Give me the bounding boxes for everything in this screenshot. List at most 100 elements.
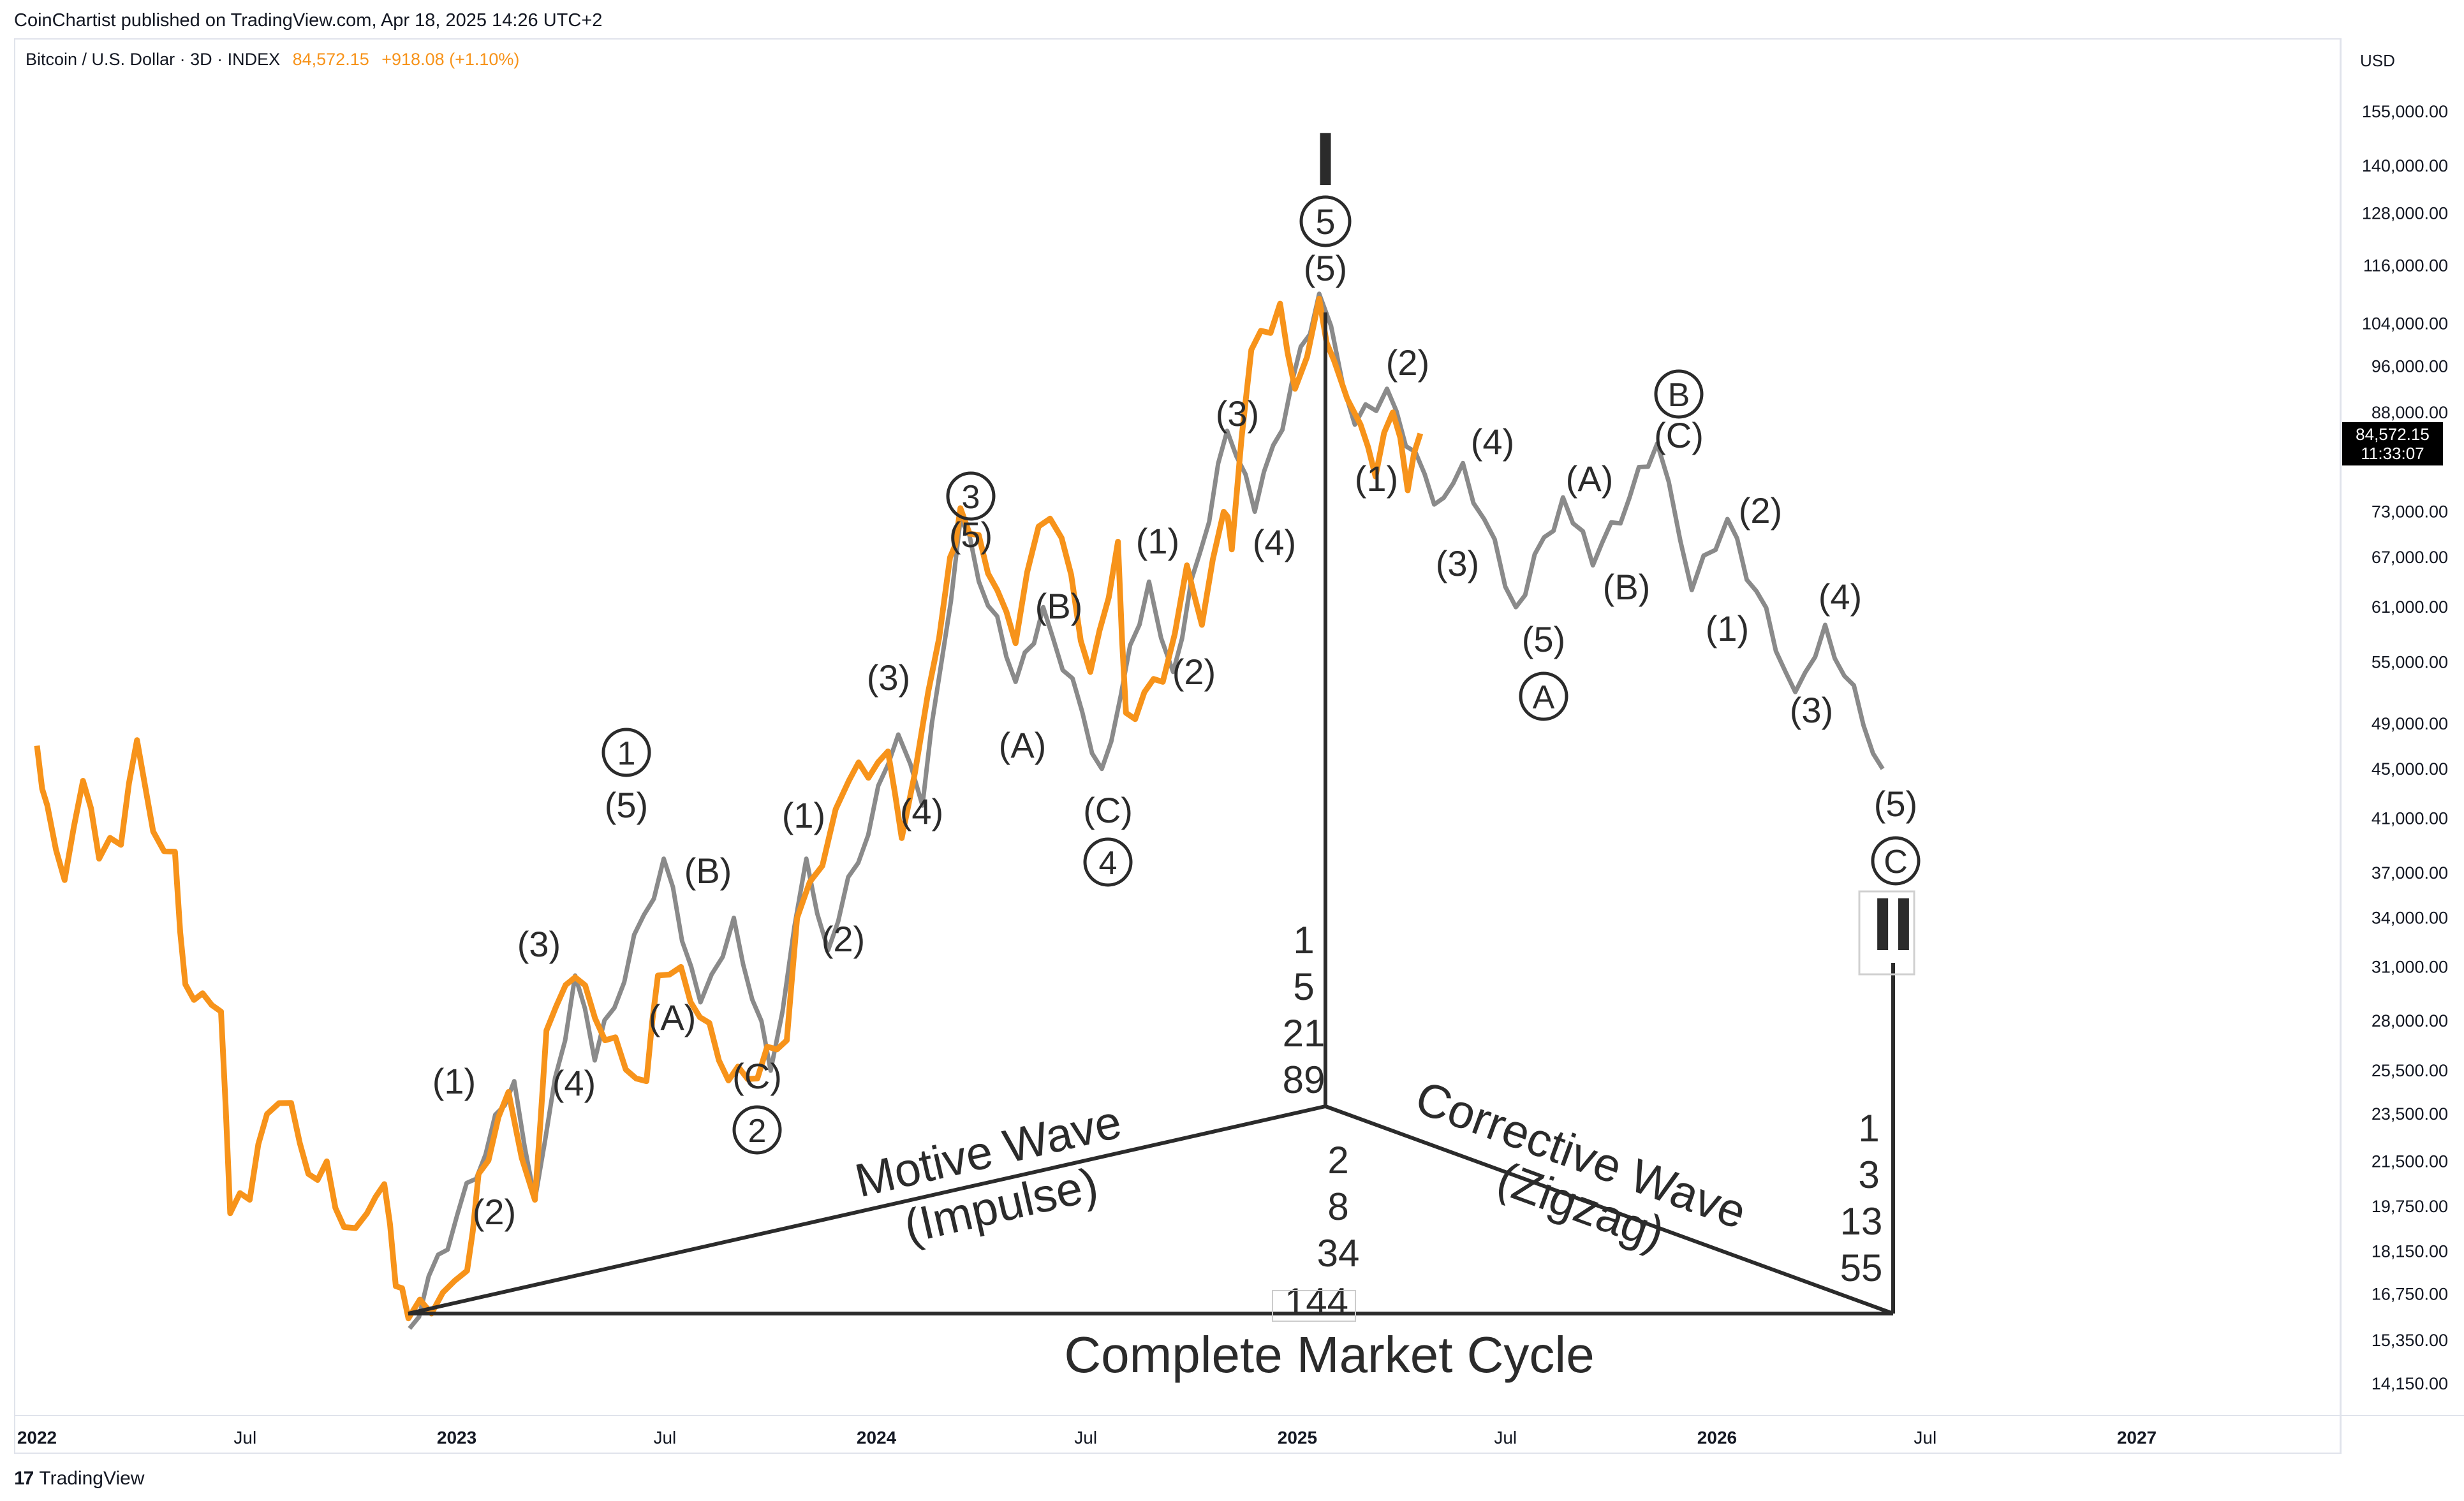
price-tick-label: 23,500.00 — [2372, 1104, 2448, 1124]
wave-label: (2) — [1739, 490, 1782, 531]
circled-label-text: 3 — [962, 479, 980, 516]
wave-label: (3) — [1216, 393, 1259, 434]
price-tick-label: 37,000.00 — [2372, 863, 2448, 882]
price-tick-label: 31,000.00 — [2372, 957, 2448, 976]
wave-titles: Motive Wave (Impulse) Corrective Wave (Z… — [850, 1071, 1753, 1383]
wave-label: (2) — [1172, 652, 1216, 692]
price-tick-label: 49,000.00 — [2372, 714, 2448, 733]
fib-right-3: 13 — [1840, 1200, 1883, 1243]
wave-label: (1) — [1355, 458, 1398, 499]
price-tick-label: 61,000.00 — [2372, 597, 2448, 617]
motive-leg-line — [408, 1104, 1326, 1315]
time-tick-label: 2023 — [437, 1428, 476, 1447]
circled-label-text: 2 — [748, 1113, 767, 1150]
last-price-badge[interactable]: 84,572.15 11:33:07 — [2342, 422, 2443, 465]
wave-label: (C) — [732, 1056, 782, 1096]
label-circle — [1654, 369, 1704, 419]
currency-label[interactable]: USD — [2360, 51, 2395, 70]
wave-label: (3) — [867, 657, 910, 698]
wave-label: (2) — [822, 919, 865, 959]
circled-label-text: B — [1668, 377, 1690, 414]
tradingview-logo[interactable]: 17 TradingView — [14, 1468, 144, 1490]
time-tick-label: 2024 — [857, 1428, 897, 1447]
wave-label: (5) — [949, 515, 992, 555]
label-circle — [732, 1105, 782, 1155]
circled-label-text: 4 — [1099, 845, 1118, 882]
fib-corrective-3: 34 — [1317, 1232, 1360, 1275]
fib-right-4: 55 — [1840, 1247, 1883, 1289]
label-circle — [946, 471, 996, 521]
price-tick-label: 96,000.00 — [2372, 356, 2448, 376]
complete-market-cycle-title: Complete Market Cycle — [1064, 1326, 1594, 1383]
bar-countdown: 11:33:07 — [2361, 444, 2424, 463]
wave-label: (1) — [432, 1061, 476, 1101]
price-axis[interactable]: 155,000.00 140,000.00 128,000.00 116,000.00… — [2362, 102, 2448, 1393]
time-tick-label: Jul — [1914, 1428, 1937, 1447]
wave-label: (B) — [1035, 586, 1083, 626]
price-tick-label: 18,150.00 — [2372, 1242, 2448, 1261]
time-tick-label: 2022 — [17, 1428, 57, 1447]
fib-motive-2: 5 — [1293, 965, 1314, 1008]
price-series-line — [34, 295, 1424, 1322]
label-circle — [1299, 195, 1352, 247]
legend-price: 84,572.15 — [292, 50, 369, 69]
circled-wave-label: 5 — [1299, 195, 1352, 247]
price-tick-label: 88,000.00 — [2372, 403, 2448, 422]
circled-wave-label: C — [1871, 836, 1921, 886]
label-circle — [1871, 836, 1921, 886]
minor-wave-labels: (1) (2) (3) (4) (5) (A) (B) (C) (1) (2) … — [432, 248, 1917, 1232]
wave-label: (4) — [1253, 522, 1296, 562]
wave-label: (2) — [473, 1192, 516, 1232]
wave-label: (C) — [1083, 790, 1133, 830]
circled-label-text: 1 — [617, 735, 636, 772]
price-tick-label: 140,000.00 — [2362, 156, 2448, 175]
fib-motive-3: 21 — [1283, 1012, 1325, 1055]
wave-label: (1) — [782, 795, 825, 835]
wave-label: (A) — [649, 997, 697, 1037]
wave-label: (2) — [1386, 342, 1429, 383]
ii-label-box — [1858, 890, 1915, 976]
wave-label: (A) — [999, 725, 1047, 765]
symbol-name[interactable]: Bitcoin / U.S. Dollar · 3D · INDEX — [26, 50, 281, 69]
tradingview-brand: TradingView — [39, 1468, 145, 1489]
price-tick-label: 14,150.00 — [2372, 1374, 2448, 1393]
time-tick-label: Jul — [1074, 1428, 1097, 1447]
wave-label: (1) — [1136, 521, 1179, 561]
fib-right-1: 1 — [1858, 1107, 1879, 1150]
primary-wave-labels: 1 2 3 4 5 A B C — [601, 195, 1921, 1155]
fib-144-box — [1272, 1290, 1356, 1322]
fib-right-column: 1 3 13 55 — [1840, 1107, 1883, 1289]
cycle-markers: I II — [1315, 117, 1914, 967]
wave-label: (5) — [1874, 784, 1917, 824]
wave-label: (1) — [1706, 608, 1749, 648]
price-tick-label: 116,000.00 — [2363, 256, 2448, 275]
price-tick-label: 55,000.00 — [2372, 653, 2448, 672]
price-tick-label: 128,000.00 — [2362, 204, 2448, 223]
wave-label: (4) — [1818, 576, 1862, 617]
wave-label: (B) — [684, 851, 732, 891]
price-tick-label: 45,000.00 — [2372, 759, 2448, 779]
circled-label-text: A — [1533, 679, 1555, 716]
label-circle — [1083, 837, 1133, 887]
time-tick-label: 2027 — [2117, 1428, 2157, 1447]
price-tick-label: 16,750.00 — [2372, 1284, 2448, 1303]
time-tick-label: Jul — [233, 1428, 256, 1447]
circled-label-text: 5 — [1315, 201, 1335, 242]
label-circle — [1519, 671, 1568, 721]
price-tick-label: 25,500.00 — [2372, 1061, 2448, 1080]
time-tick-label: 2026 — [1697, 1428, 1737, 1447]
published-by-text: CoinChartist published on TradingView.co… — [14, 10, 603, 31]
circled-wave-label: A — [1519, 671, 1568, 721]
price-tick-label: 34,000.00 — [2372, 908, 2448, 927]
wave-label: (5) — [1304, 248, 1347, 288]
price-tick-label: 73,000.00 — [2372, 502, 2448, 522]
circled-wave-label: B — [1654, 369, 1704, 419]
circled-label-text: C — [1884, 844, 1908, 881]
price-tick-label: 155,000.00 — [2362, 102, 2448, 121]
price-tick-label: 41,000.00 — [2372, 809, 2448, 828]
fib-corrective-1: 2 — [1327, 1139, 1348, 1182]
corrective-leg-line — [1324, 1104, 1894, 1315]
wave-label: (3) — [1436, 543, 1479, 583]
time-axis[interactable]: 2022 Jul 2023 Jul 2024 Jul 2025 Jul 2026 Jul 2027 — [17, 1428, 2157, 1447]
